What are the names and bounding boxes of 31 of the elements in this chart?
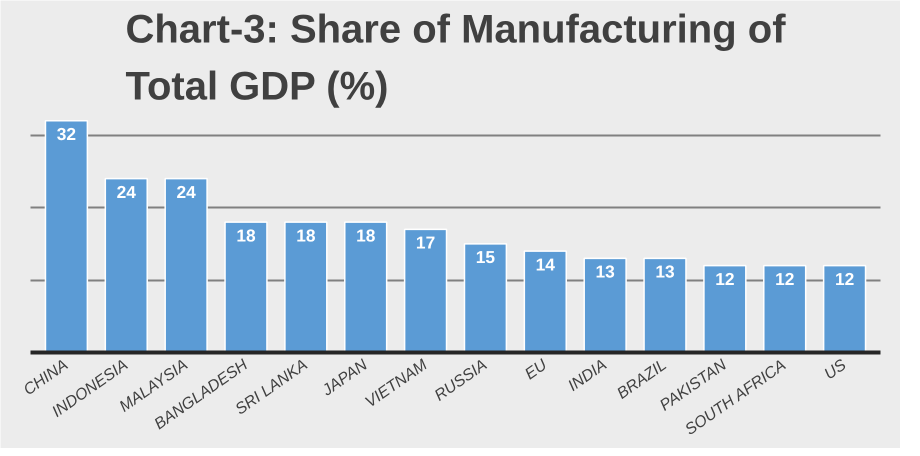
data-label: 13 [655, 262, 676, 282]
data-label: 15 [476, 247, 496, 268]
data-label: 17 [416, 232, 436, 253]
data-label: 18 [356, 225, 376, 246]
data-label: 12 [834, 268, 854, 289]
bar [643, 258, 687, 352]
bar [164, 178, 208, 352]
bar [284, 221, 328, 352]
data-label: 24 [176, 182, 196, 202]
bar [464, 243, 508, 352]
x-tick-label: US [822, 356, 850, 384]
chart-title: Chart-3: Share of Manufacturing of Total GDP (%) [125, 7, 786, 108]
x-tick-label: EU [522, 356, 551, 384]
data-label: 24 [116, 182, 136, 202]
data-label: 18 [236, 225, 256, 246]
bar [404, 228, 448, 352]
data-label: 14 [536, 254, 556, 274]
bar [344, 221, 388, 352]
bar [224, 221, 268, 352]
bar [703, 264, 747, 352]
bar [44, 120, 88, 352]
data-label: 32 [56, 124, 76, 144]
bar [524, 250, 567, 352]
data-label: 12 [715, 268, 735, 289]
bar [763, 264, 806, 352]
data-label: 12 [775, 268, 794, 289]
bar [822, 264, 866, 352]
data-label: 13 [596, 262, 616, 282]
data-label: 18 [296, 225, 316, 246]
bar [583, 258, 627, 352]
bar [104, 178, 148, 352]
